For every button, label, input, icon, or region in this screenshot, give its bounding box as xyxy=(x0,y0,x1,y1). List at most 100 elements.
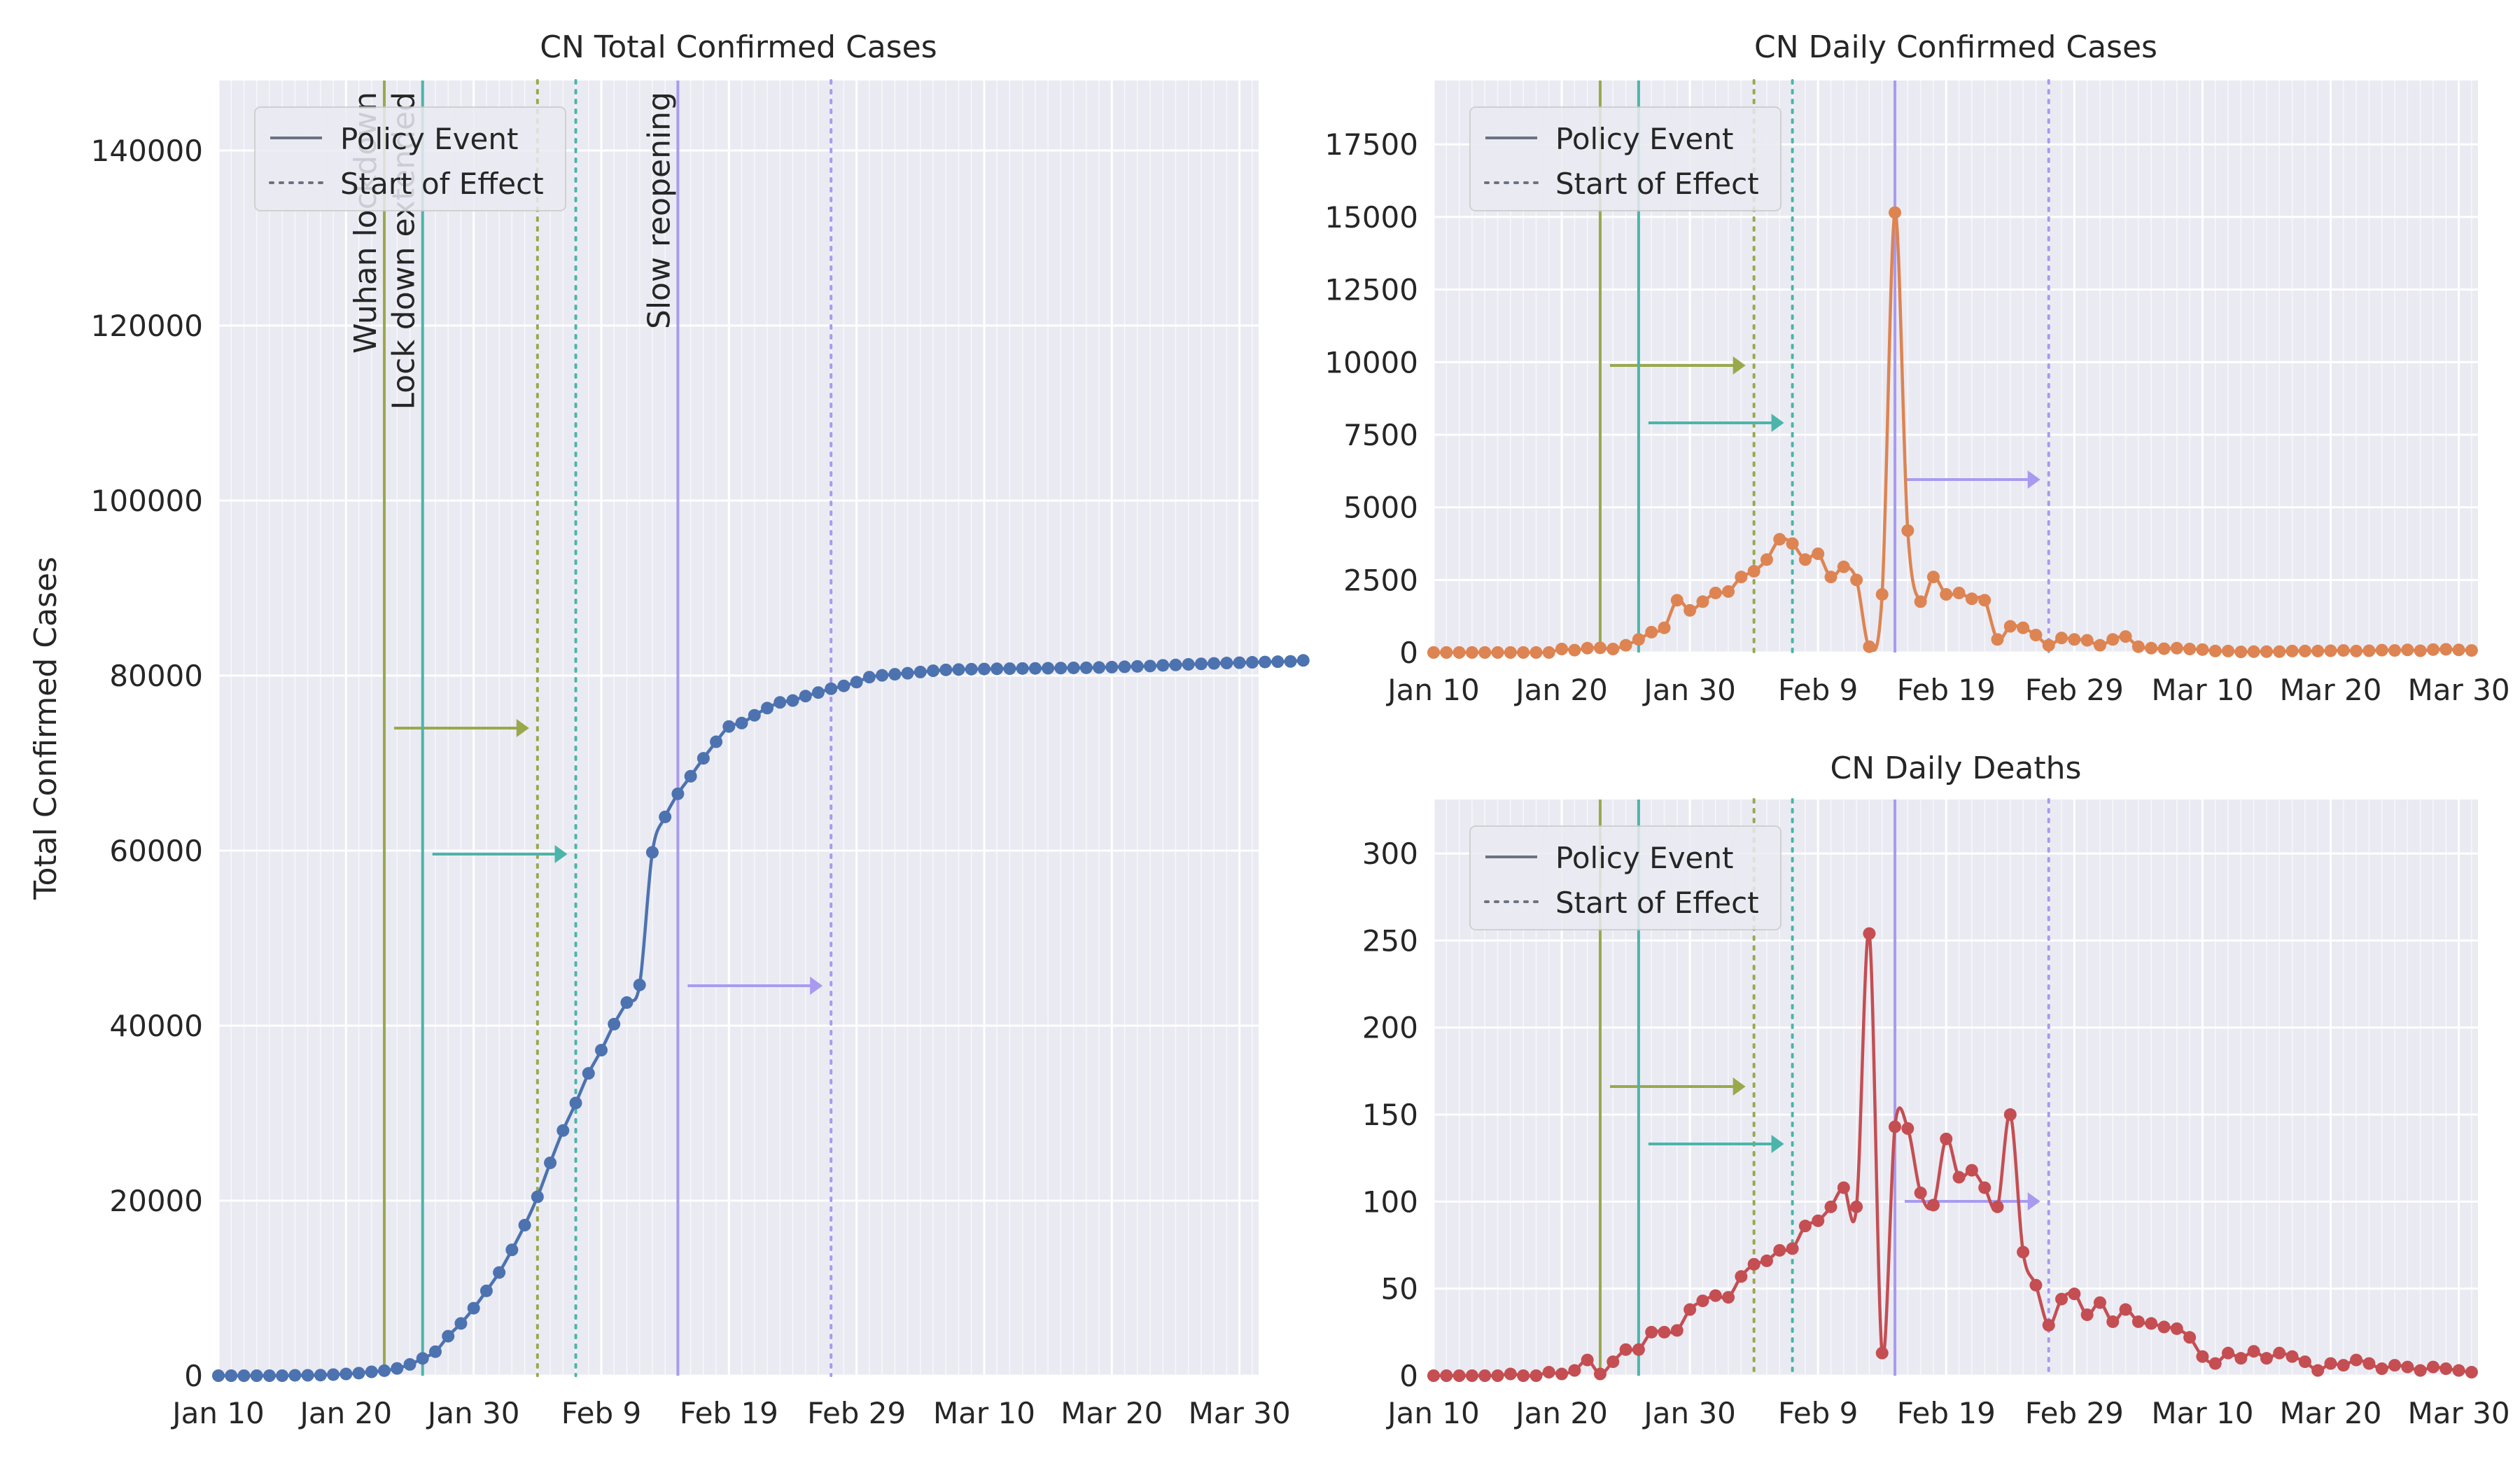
total-data-point xyxy=(990,662,1004,676)
daily-deaths-data-point xyxy=(1760,1254,1773,1267)
total-data-point xyxy=(876,669,889,682)
total-data-point xyxy=(403,1357,416,1371)
daily-cases-data-point xyxy=(1427,646,1440,659)
total-data-point xyxy=(696,752,710,765)
daily-deaths-data-point xyxy=(1978,1181,1991,1194)
daily-deaths-data-point xyxy=(1812,1214,1825,1227)
daily-deaths-data-point xyxy=(1952,1171,1966,1184)
total-data-point xyxy=(1079,661,1093,674)
total-data-point xyxy=(1194,657,1208,671)
daily-deaths-data-point xyxy=(1926,1199,1940,1212)
total-data-point xyxy=(1284,655,1297,668)
daily-cases-data-point xyxy=(1593,641,1606,655)
total-x-tick-label: Feb 29 xyxy=(807,1396,906,1430)
daily-cases-data-point xyxy=(1542,646,1555,659)
daily-deaths-data-point xyxy=(2286,1350,2299,1363)
daily-deaths-data-point xyxy=(2196,1350,2209,1363)
total-y-tick-label: 20000 xyxy=(109,1184,203,1218)
daily-deaths-y-tick-label: 300 xyxy=(1362,837,1418,871)
total-data-point xyxy=(913,665,927,678)
daily-deaths-data-point xyxy=(2375,1362,2388,1376)
daily-deaths-data-point xyxy=(1914,1186,1927,1199)
daily-cases-x-tick-label: Jan 20 xyxy=(1513,673,1608,707)
daily-deaths-data-point xyxy=(2234,1352,2248,1365)
daily-deaths-y-tick-label: 50 xyxy=(1381,1272,1418,1306)
total-y-tick-label: 80000 xyxy=(109,659,203,693)
daily-deaths-data-point xyxy=(2401,1360,2414,1374)
daily-deaths-effect-arrowhead xyxy=(2027,1192,2040,1210)
daily-cases-data-point xyxy=(2452,643,2465,657)
daily-cases-effect-arrowhead xyxy=(1771,414,1784,432)
daily-cases-data-point xyxy=(1850,573,1863,587)
daily-cases-data-point xyxy=(1747,564,1760,578)
daily-deaths-data-point xyxy=(2080,1308,2094,1321)
total-data-point xyxy=(1042,662,1055,675)
daily-cases-data-point xyxy=(2208,644,2222,657)
total-data-point xyxy=(1182,657,1195,671)
total-data-point xyxy=(250,1369,263,1382)
daily-cases-data-point xyxy=(2247,645,2260,658)
total-y-tick-label: 100000 xyxy=(91,484,203,518)
daily-deaths-legend-box xyxy=(1469,825,1782,930)
daily-deaths-data-point xyxy=(2170,1322,2183,1335)
total-data-point xyxy=(774,696,787,709)
daily-cases-data-point xyxy=(1530,646,1543,659)
total-data-point xyxy=(569,1096,582,1110)
total-data-point xyxy=(544,1156,557,1169)
total-x-tick-label: Feb 19 xyxy=(680,1396,778,1430)
daily-cases-x-tick-label: Jan 10 xyxy=(1385,673,1480,707)
total-data-point xyxy=(901,666,914,680)
daily-cases-x-tick-label: Mar 20 xyxy=(2279,673,2381,707)
total-effect-arrowhead xyxy=(516,719,529,737)
total-data-point xyxy=(837,679,850,692)
daily-deaths-data-point xyxy=(1491,1369,1504,1382)
daily-deaths-data-point xyxy=(1581,1353,1594,1367)
total-data-point xyxy=(965,662,978,676)
daily-deaths-data-point xyxy=(2337,1359,2350,1372)
daily-cases-y-tick-label: 10000 xyxy=(1324,345,1418,379)
daily-cases-data-point xyxy=(2119,630,2132,643)
total-data-point xyxy=(1054,662,1068,675)
daily-cases-x-tick-label: Jan 30 xyxy=(1642,673,1736,707)
daily-cases-data-point xyxy=(1632,633,1645,646)
daily-deaths-data-point xyxy=(1965,1164,1978,1177)
daily-cases-data-point xyxy=(1773,533,1786,546)
daily-deaths-data-point xyxy=(2145,1317,2158,1330)
total-data-point xyxy=(212,1369,225,1382)
daily-cases-data-point xyxy=(1696,595,1709,608)
total-data-point xyxy=(556,1124,570,1137)
total-data-point xyxy=(645,846,659,859)
daily-deaths-data-point xyxy=(2324,1357,2337,1370)
daily-cases-data-point xyxy=(1875,588,1889,601)
daily-deaths-data-point xyxy=(2017,1245,2030,1259)
total-data-point xyxy=(518,1218,531,1231)
daily-cases-data-point xyxy=(2017,621,2030,634)
daily-deaths-data-point xyxy=(2132,1315,2145,1328)
daily-cases-data-point xyxy=(2465,644,2478,657)
total-effect-arrowhead xyxy=(810,977,823,995)
daily-cases-data-point xyxy=(2337,644,2350,657)
daily-deaths-data-point xyxy=(1658,1325,1671,1339)
daily-cases-data-point xyxy=(2080,634,2094,647)
daily-deaths-x-tick-label: Feb 29 xyxy=(2025,1396,2124,1430)
total-data-point xyxy=(505,1243,519,1257)
daily-cases-data-point xyxy=(1722,585,1735,598)
daily-cases-data-point xyxy=(1645,625,1658,638)
total-x-tick-label: Mar 30 xyxy=(1189,1396,1291,1430)
daily-cases-y-tick-label: 15000 xyxy=(1324,200,1418,235)
daily-deaths-data-point xyxy=(1452,1369,1466,1382)
total-data-point xyxy=(1271,655,1284,669)
total-data-point xyxy=(1169,658,1182,671)
daily-deaths-data-point xyxy=(2426,1360,2440,1374)
daily-deaths-x-tick-label: Jan 10 xyxy=(1385,1396,1480,1430)
daily-deaths-data-point xyxy=(1619,1343,1632,1356)
daily-deaths-data-point xyxy=(2222,1346,2235,1360)
daily-cases-x-tick-label: Mar 10 xyxy=(2151,673,2253,707)
total-x-tick-label: Jan 30 xyxy=(426,1396,520,1430)
total-x-tick-label: Feb 9 xyxy=(561,1396,641,1430)
total-data-point xyxy=(479,1284,493,1297)
total-data-point xyxy=(735,716,748,729)
daily-deaths-data-point xyxy=(1798,1220,1812,1233)
